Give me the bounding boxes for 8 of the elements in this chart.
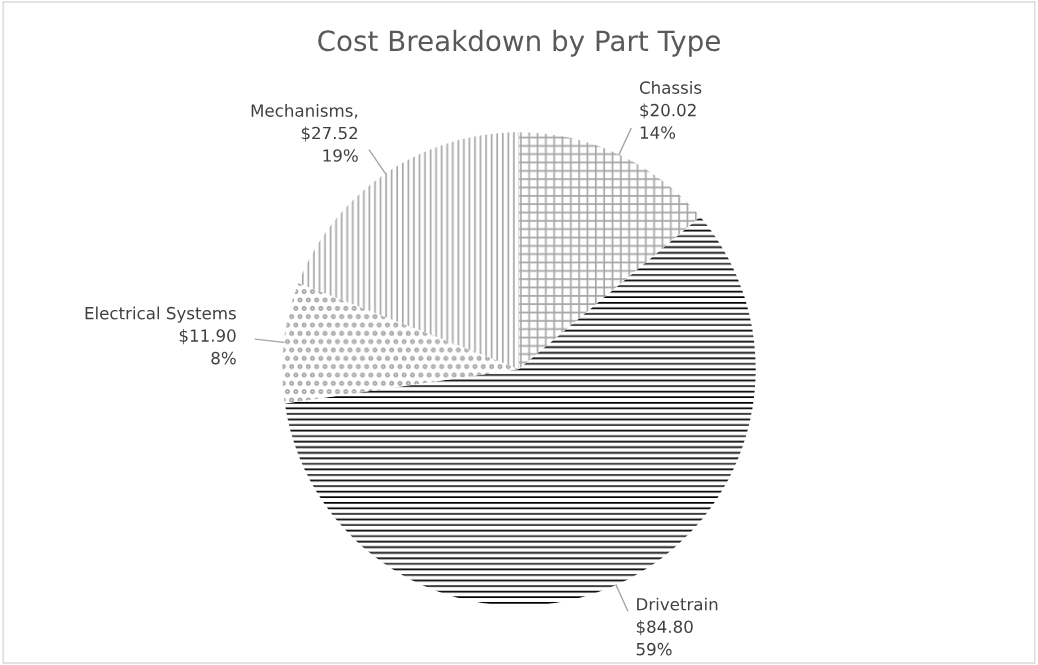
chart-title: Cost Breakdown by Part Type [318, 29, 720, 57]
data-label: $84.80 59% [636, 620, 693, 656]
slice-label: Electrical Systems [85, 306, 236, 323]
data-label: $11.90 8% [179, 329, 236, 365]
slice-label: Chassis [639, 81, 702, 94]
slice-label: Drivetrain [637, 597, 718, 611]
slice-label: Mechanisms, $27.52 19% [251, 103, 358, 162]
data-label: $20.02 14% [640, 103, 696, 139]
